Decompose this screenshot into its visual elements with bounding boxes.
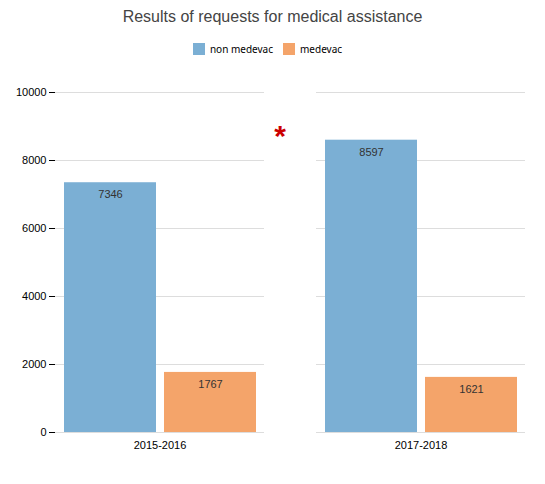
svg-text:7346: 7346 (98, 188, 122, 200)
svg-text:8597: 8597 (359, 146, 383, 158)
svg-text:6000: 6000 (22, 222, 46, 234)
html-text:medevac: medevac (300, 41, 343, 56)
svg-text:4000: 4000 (22, 290, 46, 302)
svg-text:10000: 10000 (16, 86, 47, 98)
svg-text:*: * (274, 119, 286, 152)
svg-text:2000: 2000 (22, 358, 46, 370)
svg-text:1621: 1621 (459, 383, 483, 395)
svg-text:2017-2018: 2017-2018 (395, 439, 448, 451)
svg-text:0: 0 (40, 426, 46, 438)
svg-text:2015-2016: 2015-2016 (134, 439, 187, 451)
html-text:Results of requests for medica: Results of requests for medical assistan… (122, 8, 423, 25)
html-text:non medevac: non medevac (209, 41, 273, 56)
svg-text:1767: 1767 (198, 378, 222, 390)
svg-text:8000: 8000 (22, 154, 46, 166)
